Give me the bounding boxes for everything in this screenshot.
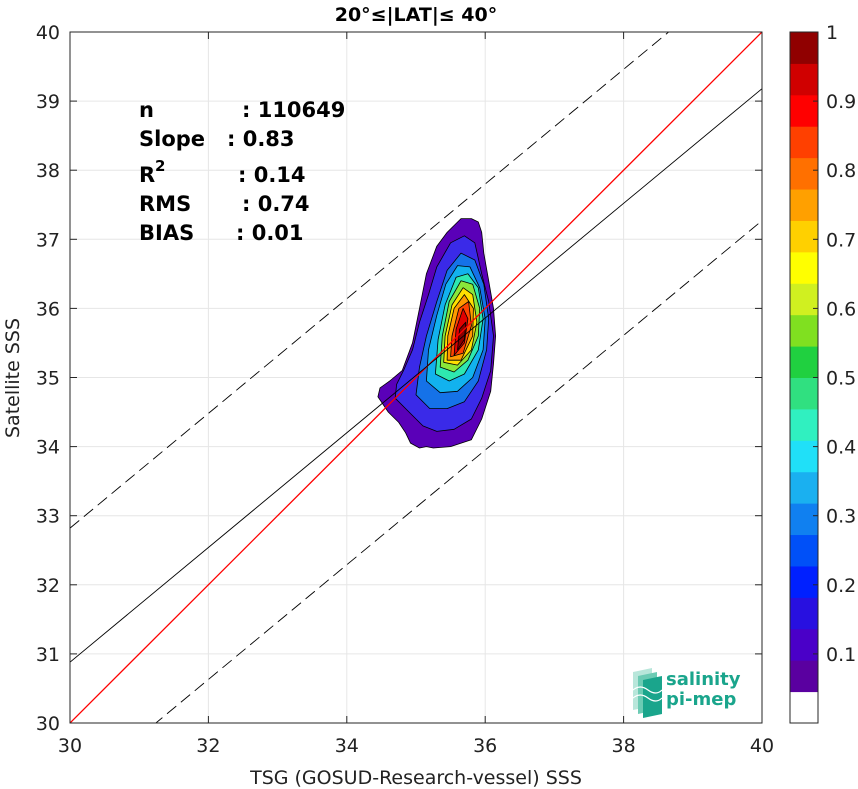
y-tick-label: 32 [36,575,60,597]
stat-label: Slope [139,127,205,151]
x-tick-label: 32 [196,735,220,757]
colorbar-segment [790,503,818,536]
y-tick-label: 30 [36,713,60,735]
y-tick-label: 36 [36,298,60,320]
x-tick-label: 34 [335,735,359,757]
y-tick-label: 31 [36,644,60,666]
colorbar-segment [790,346,818,378]
colorbar-segment [790,126,818,159]
y-tick-label: 33 [36,506,60,528]
stats-box: n : 110649 Slope : 0.83 R 2 : 0.14 RMS : 0.74 BIA… [139,98,345,245]
chart-title: 20°≤|LAT|≤ 40° [335,4,498,26]
y-tick-label: 35 [36,368,60,390]
stat-value: : 0.14 [238,163,306,187]
colorbar-segment [790,440,818,473]
colorbar-tick-label: 0.8 [826,160,856,182]
lower-bound-dashed-line [155,220,762,723]
stat-value: : 0.01 [236,221,304,245]
x-tick-label: 40 [750,735,774,757]
colorbar-segment [790,63,818,96]
stat-label: RMS [139,192,191,216]
y-tick-label: 40 [36,22,60,44]
colorbar-segment [790,534,818,567]
stat-value: : 110649 [242,98,345,122]
colorbar-tick-label: 0.2 [826,575,856,597]
colorbar-segment [790,691,818,724]
colorbar-segment [790,32,818,64]
colorbar-segment [790,220,818,253]
fit-lines [70,32,762,723]
y-tick-label: 37 [36,229,60,251]
colorbar-segment [790,660,818,693]
logo-line2: pi-mep [666,689,736,710]
x-axis-label: TSG (GOSUD-Research-vessel) SSS [249,767,582,789]
y-tick-label: 38 [36,160,60,182]
x-tick-label: 38 [612,735,636,757]
colorbar-tick-label: 0.6 [826,298,856,320]
wave-logo-icon [632,668,663,718]
stat-label: n [139,98,154,122]
x-axis: 30 32 34 36 38 40 [58,32,774,757]
colorbar-tick-label: 0.4 [826,437,856,459]
y-axis-label: Satellite SSS [2,318,24,438]
salinity-pi-mep-logo: salinity pi-mep [632,668,741,718]
colorbar-tick-label: 0.1 [826,644,856,666]
colorbar-segment [790,157,818,190]
stat-row: RMS : 0.74 [139,192,310,216]
colorbar-segment [790,251,818,284]
upper-bound-dashed-line [70,32,670,529]
colorbar-tick-label: 0.7 [826,229,856,251]
regression-line [70,88,762,663]
stat-row: BIAS : 0.01 [139,221,304,245]
stat-label: BIAS [139,221,194,245]
identity-line [70,32,762,723]
logo-line1: salinity [666,669,741,690]
colorbar-segment [790,189,818,221]
colorbar-tick-label: 0.9 [826,91,856,113]
stat-value: : 0.74 [242,192,310,216]
colorbar-segment [790,408,818,441]
colorbar-tick-label: 0.3 [826,506,856,528]
colorbar-segment [790,565,818,598]
colorbar-segment [790,471,818,504]
y-axis: 30 31 32 33 34 35 36 37 38 39 40 [36,22,762,735]
colorbar-segment [790,314,818,347]
stat-superscript: 2 [155,157,165,175]
y-tick-label: 34 [36,437,60,459]
stat-value: : 0.83 [227,127,295,151]
stat-label: R [139,163,155,187]
x-tick-label: 30 [58,735,82,757]
stat-row: Slope : 0.83 [139,127,295,151]
colorbar: 0.1 0.2 0.3 0.4 0.5 0.6 0.7 0.8 0.9 1 [789,22,856,724]
colorbar-segment [790,628,818,661]
colorbar-segment [790,377,818,410]
colorbar-tick-label: 1 [826,22,838,44]
colorbar-segment [790,94,818,127]
colorbar-segment [790,597,818,630]
colorbar-tick-label: 0.5 [826,368,856,390]
stat-row: n : 110649 [139,98,345,122]
colorbar-segment [790,283,818,316]
x-tick-label: 36 [473,735,497,757]
y-tick-label: 39 [36,91,60,113]
